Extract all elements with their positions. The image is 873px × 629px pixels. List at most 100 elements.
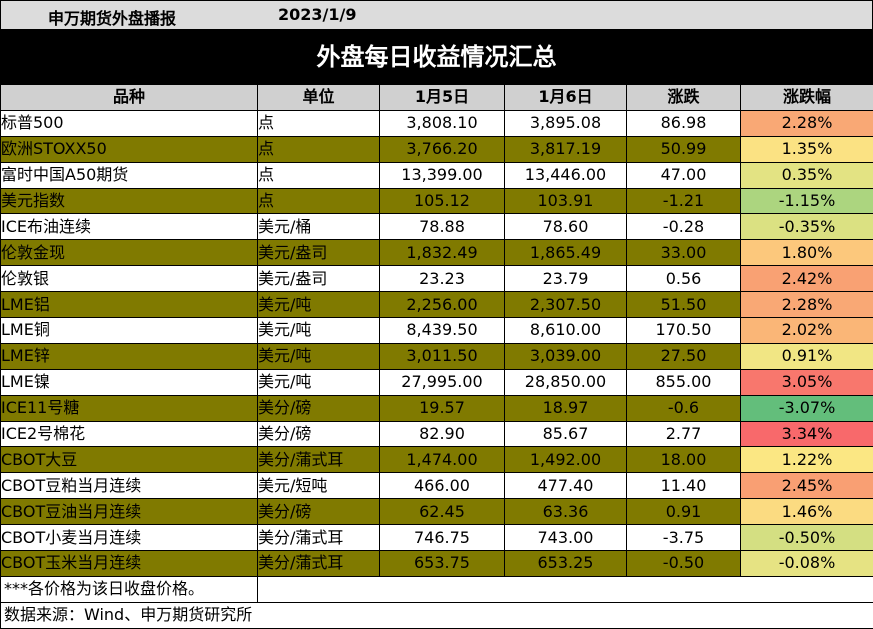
cell-change-pct: 3.34% (741, 421, 873, 447)
cell-change-pct: 1.46% (741, 499, 873, 525)
cell-unit: 美分/磅 (258, 421, 380, 447)
cell-unit: 美元/吨 (258, 343, 380, 369)
cell-variety: LME锌 (1, 343, 258, 369)
cell-variety: CBOT小麦当月连续 (1, 525, 258, 551)
cell-jan5: 3,808.10 (380, 110, 505, 136)
header-variety: 品种 (1, 85, 258, 111)
cell-change: 33.00 (627, 240, 741, 266)
cell-unit: 美元/吨 (258, 318, 380, 344)
header-jan5: 1月5日 (380, 85, 505, 111)
cell-jan5: 105.12 (380, 188, 505, 214)
report-brand: 申万期货外盘播报 (48, 5, 176, 29)
source-row: 数据来源：Wind、申万期货研究所 (1, 602, 873, 628)
cell-change-pct: -1.15% (741, 188, 873, 214)
cell-variety: CBOT豆粕当月连续 (1, 473, 258, 499)
cell-unit: 美分/蒲式耳 (258, 525, 380, 551)
cell-change-pct: 3.05% (741, 369, 873, 395)
cell-unit: 美元/盎司 (258, 240, 380, 266)
cell-unit: 美元/短吨 (258, 473, 380, 499)
cell-change-pct: 2.45% (741, 473, 873, 499)
cell-jan5: 82.90 (380, 421, 505, 447)
cell-change-pct: 2.28% (741, 292, 873, 318)
cell-jan6: 28,850.00 (505, 369, 627, 395)
cell-unit: 美分/蒲式耳 (258, 447, 380, 473)
cell-unit: 点 (258, 188, 380, 214)
cell-jan6: 3,895.08 (505, 110, 627, 136)
cell-jan6: 1,492.00 (505, 447, 627, 473)
cell-jan6: 18.97 (505, 395, 627, 421)
cell-variety: ICE11号糖 (1, 395, 258, 421)
cell-variety: 美元指数 (1, 188, 258, 214)
cell-jan5: 3,011.50 (380, 343, 505, 369)
cell-jan5: 23.23 (380, 266, 505, 292)
cell-jan5: 13,399.00 (380, 162, 505, 188)
cell-variety: 标普500 (1, 110, 258, 136)
note-row: ***各价格为该日收盘价格。 (1, 576, 873, 602)
header-jan6: 1月6日 (505, 85, 627, 111)
cell-variety: 富时中国A50期货 (1, 162, 258, 188)
note-blank-cell (258, 576, 873, 602)
cell-jan5: 78.88 (380, 214, 505, 240)
cell-variety: 欧洲STOXX50 (1, 136, 258, 162)
cell-variety: ICE布油连续 (1, 214, 258, 240)
cell-change: 50.99 (627, 136, 741, 162)
cell-unit: 美分/蒲式耳 (258, 551, 380, 577)
report-title: 外盘每日收益情况汇总 (0, 30, 873, 84)
cell-change-pct: 2.02% (741, 318, 873, 344)
cell-unit: 点 (258, 110, 380, 136)
cell-jan5: 1,832.49 (380, 240, 505, 266)
cell-change: 0.56 (627, 266, 741, 292)
cell-jan6: 85.67 (505, 421, 627, 447)
cell-change: 47.00 (627, 162, 741, 188)
cell-jan5: 746.75 (380, 525, 505, 551)
cell-unit: 美分/磅 (258, 499, 380, 525)
cell-variety: LME铜 (1, 318, 258, 344)
cell-jan6: 8,610.00 (505, 318, 627, 344)
data-source: 数据来源：Wind、申万期货研究所 (1, 602, 873, 628)
cell-change-pct: 1.80% (741, 240, 873, 266)
cell-unit: 点 (258, 162, 380, 188)
cell-change-pct: 0.91% (741, 343, 873, 369)
cell-change: 855.00 (627, 369, 741, 395)
cell-variety: CBOT玉米当月连续 (1, 551, 258, 577)
cell-variety: 伦敦金现 (1, 240, 258, 266)
cell-variety: CBOT大豆 (1, 447, 258, 473)
cell-unit: 点 (258, 136, 380, 162)
cell-unit: 美分/磅 (258, 395, 380, 421)
cell-change: -0.6 (627, 395, 741, 421)
cell-jan6: 3,817.19 (505, 136, 627, 162)
cell-jan6: 3,039.00 (505, 343, 627, 369)
cell-change: 51.50 (627, 292, 741, 318)
cell-jan5: 653.75 (380, 551, 505, 577)
cell-change: 2.77 (627, 421, 741, 447)
cell-jan5: 2,256.00 (380, 292, 505, 318)
cell-jan5: 8,439.50 (380, 318, 505, 344)
cell-variety: CBOT豆油当月连续 (1, 499, 258, 525)
cell-change-pct: 1.35% (741, 136, 873, 162)
cell-jan6: 23.79 (505, 266, 627, 292)
cell-change: -3.75 (627, 525, 741, 551)
cell-change: -0.28 (627, 214, 741, 240)
cell-variety: LME铝 (1, 292, 258, 318)
cell-change: 0.91 (627, 499, 741, 525)
cell-jan6: 2,307.50 (505, 292, 627, 318)
